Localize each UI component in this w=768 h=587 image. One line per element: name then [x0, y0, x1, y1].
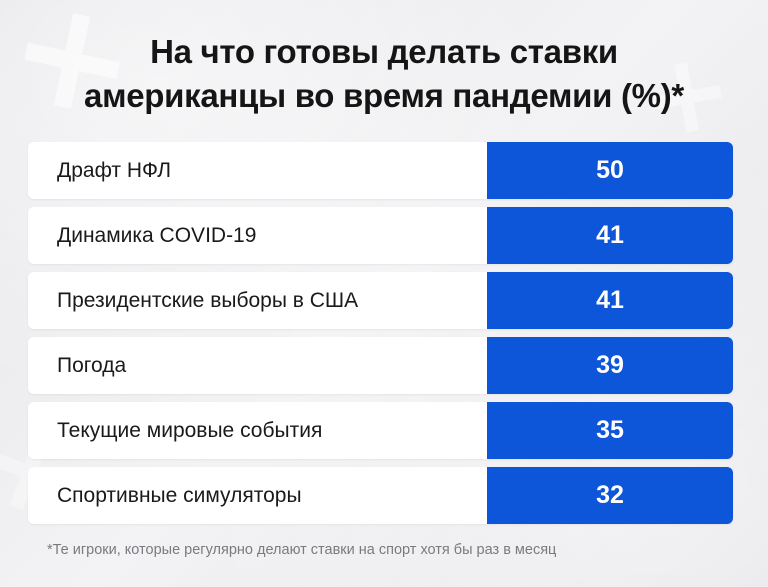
table-row: Текущие мировые события 35 [28, 402, 733, 459]
row-label: Драфт НФЛ [57, 159, 172, 182]
row-value: 35 [596, 416, 624, 444]
chart-title-line-1: На что готовы делать ставки [150, 33, 618, 70]
row-value: 41 [596, 286, 624, 314]
row-label: Текущие мировые события [57, 419, 323, 442]
row-label: Динамика COVID-19 [57, 224, 257, 247]
table-row: Драфт НФЛ 50 [28, 142, 733, 199]
chart-title-line-2: американцы во время пандемии (%)* [84, 77, 684, 114]
row-label: Президентские выборы в США [57, 289, 359, 312]
table-row: Спортивные симуляторы 32 [28, 467, 733, 524]
value-cell: 41 [487, 207, 733, 264]
row-value: 41 [596, 221, 624, 249]
table-row: Погода 39 [28, 337, 733, 394]
row-label: Погода [57, 354, 127, 377]
value-cell: 39 [487, 337, 733, 394]
chart-title: На что готовы делать ставки американцы в… [0, 30, 768, 118]
row-label: Спортивные симуляторы [57, 484, 302, 507]
value-cell: 41 [487, 272, 733, 329]
row-value: 32 [596, 481, 624, 509]
value-cell: 35 [487, 402, 733, 459]
value-cell: 32 [487, 467, 733, 524]
table-row: Динамика COVID-19 41 [28, 207, 733, 264]
value-cell: 50 [487, 142, 733, 199]
footnote: *Те игроки, которые регулярно делают ста… [47, 542, 557, 558]
row-value: 39 [596, 351, 624, 379]
table-row: Президентские выборы в США 41 [28, 272, 733, 329]
row-value: 50 [596, 156, 624, 184]
